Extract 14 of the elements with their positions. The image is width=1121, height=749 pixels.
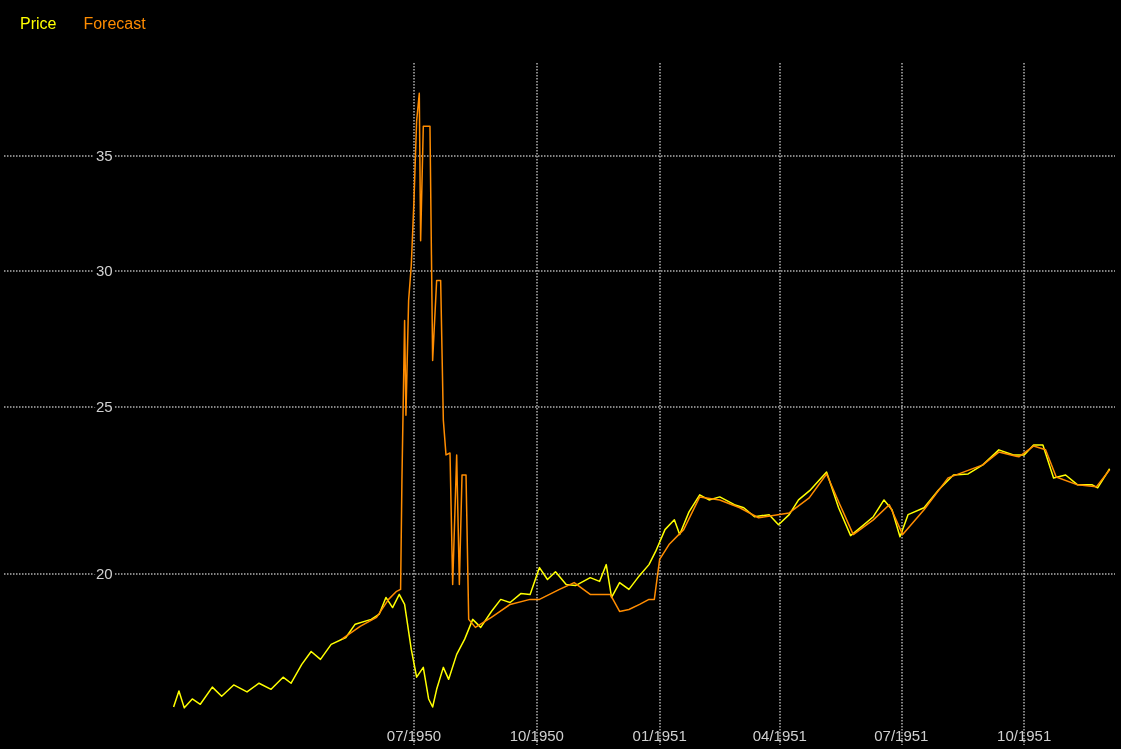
x-tick-label: 04/1951 — [752, 727, 807, 744]
x-tick-label: 10/1951 — [997, 727, 1052, 744]
text: Price — [20, 14, 57, 32]
x-tick-label: 07/1951 — [874, 727, 929, 744]
text: Forecast — [83, 14, 147, 32]
x-tick-label: 07/1950 — [386, 727, 442, 744]
x-tick-label: 01/1951 — [632, 727, 687, 744]
y-tick-label: 20 — [96, 565, 113, 583]
y-tick-label: 35 — [96, 146, 113, 164]
x-tick-label: 10/1950 — [509, 727, 564, 744]
y-tick-label: 30 — [96, 262, 113, 279]
line-series — [341, 92, 1111, 640]
y-tick-label: 25 — [96, 398, 113, 416]
line-series — [172, 444, 1111, 709]
